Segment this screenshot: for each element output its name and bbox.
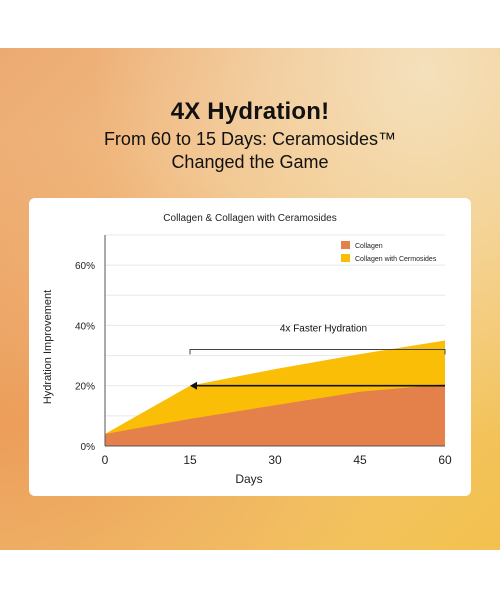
legend-label-collagen: Collagen xyxy=(355,243,383,250)
subheadline-line-1: From 60 to 15 Days: Ceramosides™ xyxy=(103,129,397,149)
y-tick-label: 40% xyxy=(75,321,95,332)
annotation-label: 4x Faster Hydration xyxy=(280,324,367,335)
y-axis-label: Hydration Improvement xyxy=(42,290,54,404)
legend: Collagen Collagen with Cermosides xyxy=(341,241,437,263)
legend-swatch-collagen-ceramosides xyxy=(341,254,350,262)
y-tick-label: 0% xyxy=(81,442,96,453)
x-axis-label: Days xyxy=(235,472,262,486)
x-tick-label: 15 xyxy=(183,453,197,467)
chart-card: Collagen & Collagen with Ceramosides 0% 2… xyxy=(29,198,471,496)
tick-labels: 0% 20% 40% 60% 0 15 30 45 60 xyxy=(75,261,452,467)
area-collagen xyxy=(105,384,445,446)
annotation: 4x Faster Hydration xyxy=(189,324,446,390)
axes xyxy=(104,235,445,447)
chart-title: Collagen & Collagen with Ceramosides xyxy=(163,213,336,224)
x-tick-label: 30 xyxy=(268,453,282,467)
hydration-chart: Collagen & Collagen with Ceramosides 0% 2… xyxy=(42,213,452,486)
x-tick-label: 60 xyxy=(438,453,452,467)
series-areas xyxy=(105,340,445,446)
headline: 4X Hydration! xyxy=(170,98,330,125)
y-tick-label: 60% xyxy=(75,261,95,272)
x-tick-label: 45 xyxy=(353,453,367,467)
annotation-bracket xyxy=(189,349,446,355)
x-tick-label: 0 xyxy=(102,453,109,467)
legend-swatch-collagen xyxy=(341,241,350,249)
legend-label-collagen-ceramosides: Collagen with Cermosides xyxy=(355,256,437,263)
subheadline: From 60 to 15 Days: Ceramosides™ Changed… xyxy=(0,128,500,174)
annotation-arrow-head xyxy=(190,381,197,390)
y-tick-label: 20% xyxy=(75,382,95,393)
subheadline-line-2: Changed the Game xyxy=(171,152,329,172)
